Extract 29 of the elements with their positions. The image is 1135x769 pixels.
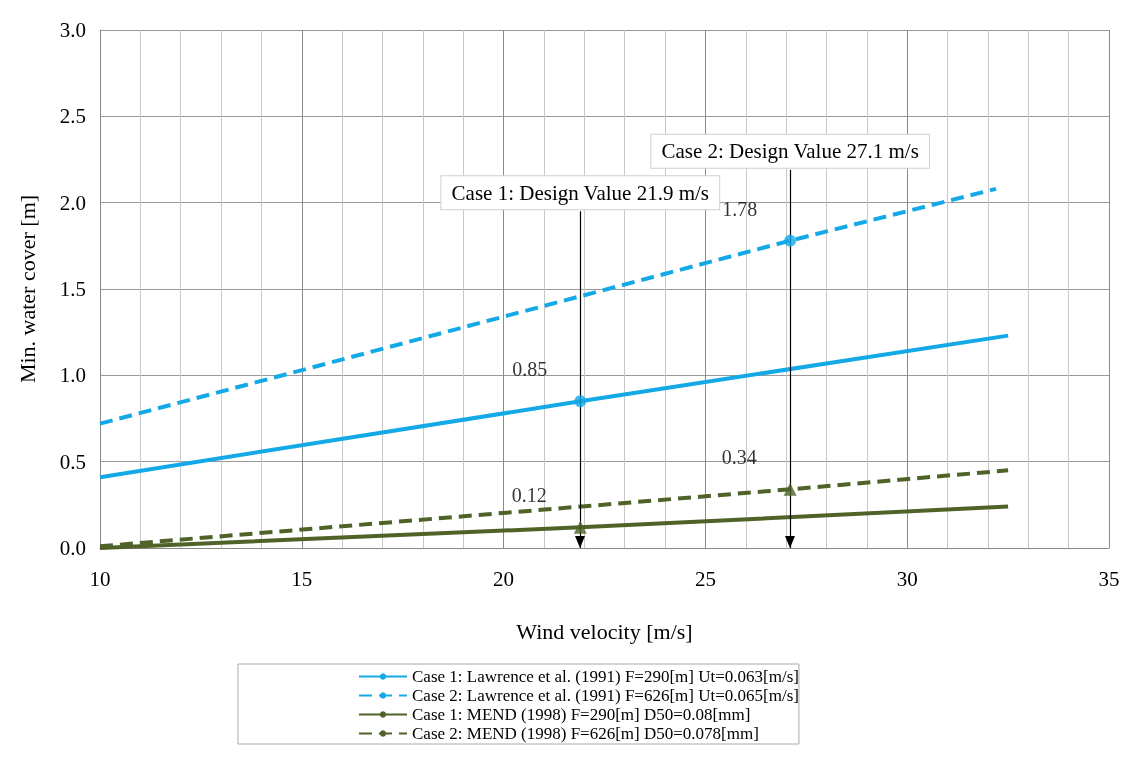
data-label: 0.85 (512, 358, 548, 381)
legend-label: Case 2: Lawrence et al. (1991) F=626[m] Ut=0.065[m/s] (412, 686, 799, 705)
y-axis-title: Min. water cover [m] (14, 194, 40, 384)
point (573, 520, 587, 534)
y-tick-label: 2.0 (59, 190, 86, 215)
point (783, 482, 797, 496)
y-tick-label: 0.0 (59, 536, 86, 560)
ref-line-label: Case 2: Design Value 27.1 m/s (661, 139, 919, 164)
x-tick-label: 15 (291, 566, 313, 591)
data-label: 1.78 (722, 197, 758, 220)
legend-label: Case 2: MEND (1998) F=626[m] D50=0.078[mm] (412, 724, 759, 743)
data-label: 0.34 (721, 445, 757, 468)
x-tick-label: 30 (896, 566, 918, 591)
data-label: 0.12 (511, 483, 547, 506)
ref-line-label: Case 1: Design Value 21.9 m/s (451, 180, 709, 205)
y-tick-label: 0.5 (59, 449, 86, 474)
x-axis-title: Wind velocity [m/s] (516, 618, 693, 644)
x-tick-label: 25 (694, 566, 716, 591)
legend-label: Case 1: MEND (1998) F=290[m] D50=0.08[mm] (412, 705, 751, 724)
point (574, 395, 587, 408)
y-tick-label: 1.0 (59, 363, 86, 388)
point (784, 234, 797, 247)
x-tick-label: 20 (493, 566, 515, 591)
x-tick-label: 10 (89, 566, 111, 591)
legend-label: Case 1: Lawrence et al. (1991) F=290[m] Ut=0.063[m/s] (412, 667, 799, 686)
y-tick-label: 1.5 (59, 277, 86, 301)
y-tick-label: 3.0 (59, 18, 86, 42)
x-tick-label: 35 (1098, 566, 1120, 591)
y-tick-label: 2.5 (59, 104, 86, 129)
